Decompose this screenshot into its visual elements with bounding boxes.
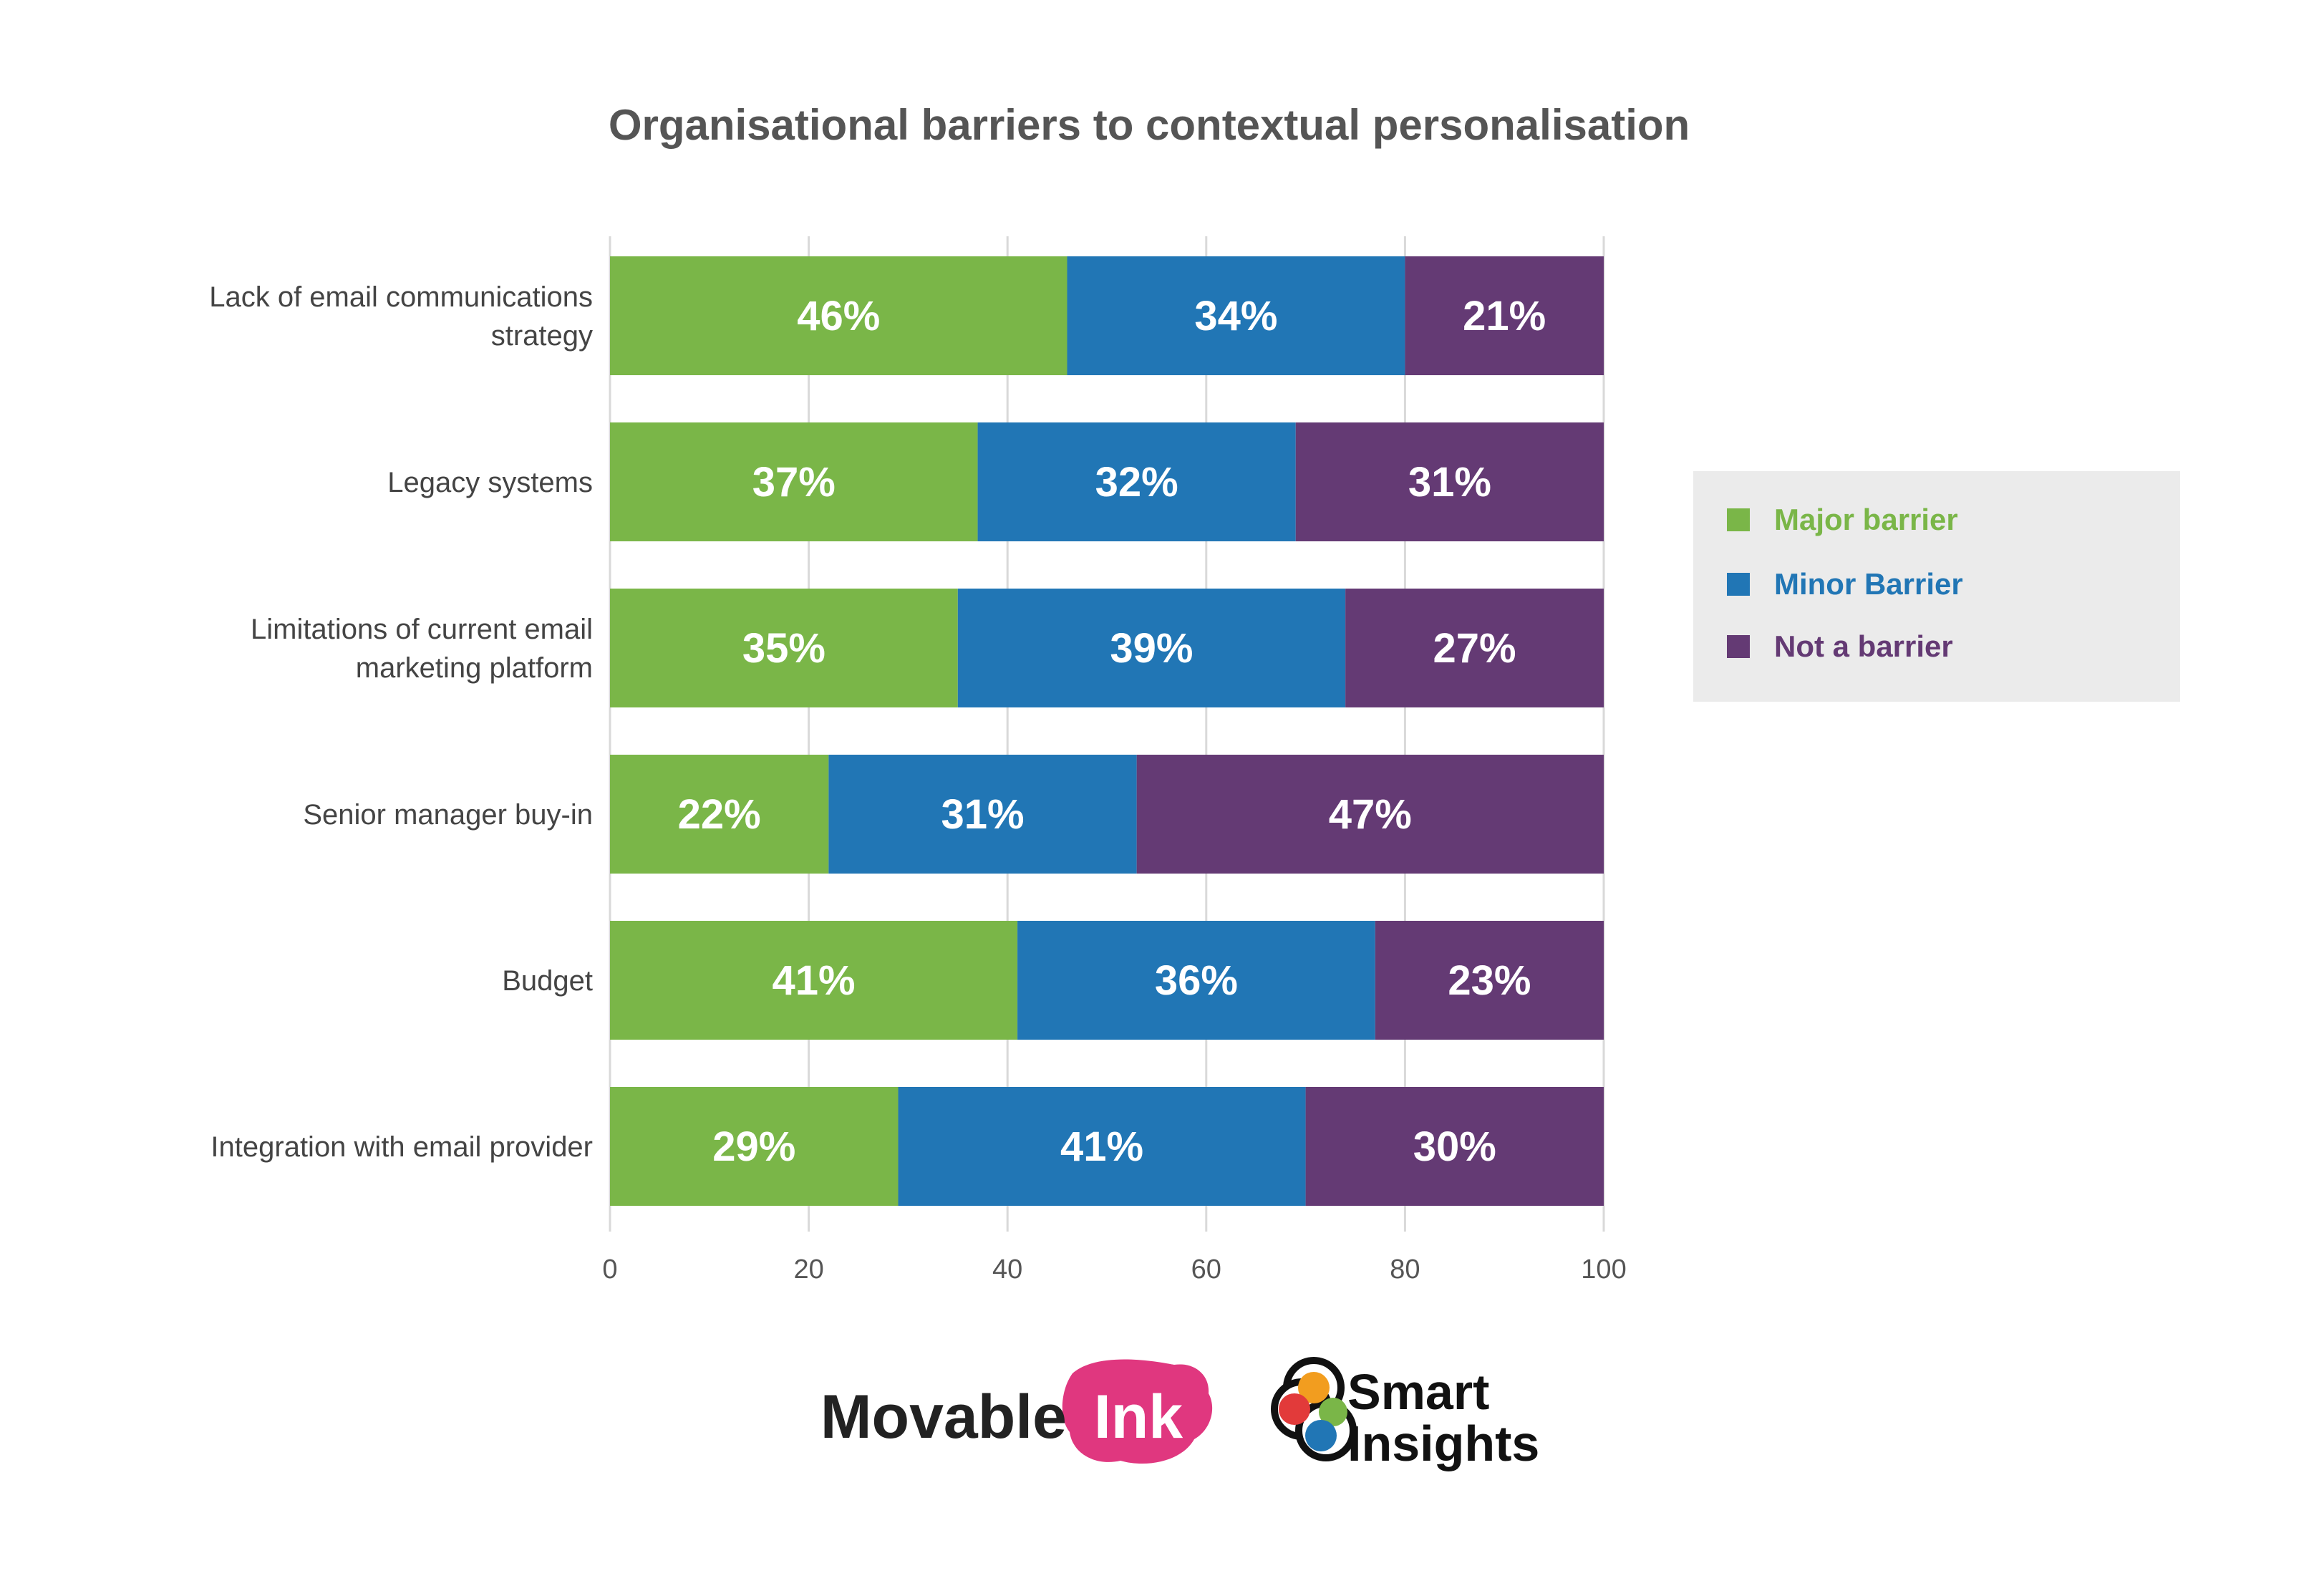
legend-label: Not a barrier xyxy=(1774,629,1953,663)
data-label: 23% xyxy=(1448,957,1531,1004)
bar-segment xyxy=(1405,256,1604,375)
bar-segment xyxy=(610,1087,899,1206)
bar-segment xyxy=(1375,921,1604,1040)
legend-label: Minor Barrier xyxy=(1774,567,1963,601)
data-label: 41% xyxy=(772,957,855,1004)
grid xyxy=(609,236,1605,1232)
data-label: 31% xyxy=(1408,459,1491,506)
bar-segment xyxy=(1017,921,1375,1040)
data-label: 35% xyxy=(742,625,825,672)
bar-segment xyxy=(898,1087,1306,1206)
legend-label: Major barrier xyxy=(1774,503,1958,536)
bar-segment xyxy=(1067,256,1405,375)
data-label: 21% xyxy=(1463,293,1546,339)
smart-insights-logo: Smart Insights xyxy=(1271,1357,1539,1471)
ink-splash-icon xyxy=(1062,1359,1213,1464)
x-axis-ticks: 0 20 40 60 80 100 xyxy=(602,1254,1626,1285)
movable-logo-text: Movable xyxy=(820,1383,1067,1451)
data-label: 47% xyxy=(1329,791,1412,838)
category-label: Limitations of current email marketing pl… xyxy=(251,614,593,684)
x-tick-label: 100 xyxy=(1581,1254,1626,1285)
bar-segment xyxy=(828,755,1137,874)
legend-swatch xyxy=(1727,635,1750,658)
data-label: 46% xyxy=(797,293,880,339)
data-label: 39% xyxy=(1110,625,1193,672)
legend-swatch xyxy=(1727,573,1750,596)
data-label: 41% xyxy=(1060,1123,1143,1170)
data-label: 27% xyxy=(1433,625,1516,672)
chart-title: Organisational barriers to contextual pe… xyxy=(609,101,1690,149)
data-label: 29% xyxy=(712,1123,795,1170)
bar-segment xyxy=(610,422,978,541)
data-label: 30% xyxy=(1413,1123,1496,1170)
bar-segment xyxy=(1345,589,1604,707)
data-label: 32% xyxy=(1095,459,1178,506)
legend-swatch xyxy=(1727,508,1750,531)
category-labels: Lack of email communications strategy Lega… xyxy=(209,281,593,1163)
category-label: Senior manager buy-in xyxy=(303,799,593,831)
bar-segment xyxy=(977,422,1296,541)
insights-logo-text: Insights xyxy=(1347,1416,1539,1471)
bar-segment xyxy=(1305,1087,1604,1206)
category-label: Lack of email communications strategy xyxy=(209,281,593,352)
movable-ink-logo: Movable Ink xyxy=(820,1359,1213,1464)
category-label: Budget xyxy=(502,965,593,997)
bar-segment xyxy=(1295,422,1604,541)
bar-segment xyxy=(957,589,1346,707)
bar-segment xyxy=(1136,755,1604,874)
bars: 46% 34% 21% 37% 32% 31% 35% 39% 27% 22% 31% 47% 41% 3… xyxy=(610,256,1604,1206)
x-tick-label: 80 xyxy=(1390,1254,1420,1285)
x-tick-label: 0 xyxy=(602,1254,617,1285)
bar-segment xyxy=(610,755,829,874)
x-tick-label: 20 xyxy=(793,1254,823,1285)
data-label: 36% xyxy=(1155,957,1238,1004)
data-label: 37% xyxy=(752,459,836,506)
smart-logo-text: Smart xyxy=(1347,1364,1489,1420)
category-label: Legacy systems xyxy=(387,467,593,498)
legend: Major barrier Minor Barrier Not a barrier xyxy=(1693,471,2180,702)
data-label: 34% xyxy=(1194,293,1277,339)
ink-logo-text: Ink xyxy=(1094,1383,1183,1451)
data-label: 22% xyxy=(678,791,761,838)
data-label: 31% xyxy=(941,791,1024,838)
smart-insights-icon xyxy=(1271,1357,1357,1461)
x-tick-label: 60 xyxy=(1191,1254,1221,1285)
bar-segment xyxy=(610,921,1018,1040)
bar-segment xyxy=(610,256,1067,375)
legend-background xyxy=(1693,471,2180,702)
category-label: Integration with email provider xyxy=(210,1131,593,1163)
bar-segment xyxy=(610,589,958,707)
x-tick-label: 40 xyxy=(992,1254,1022,1285)
